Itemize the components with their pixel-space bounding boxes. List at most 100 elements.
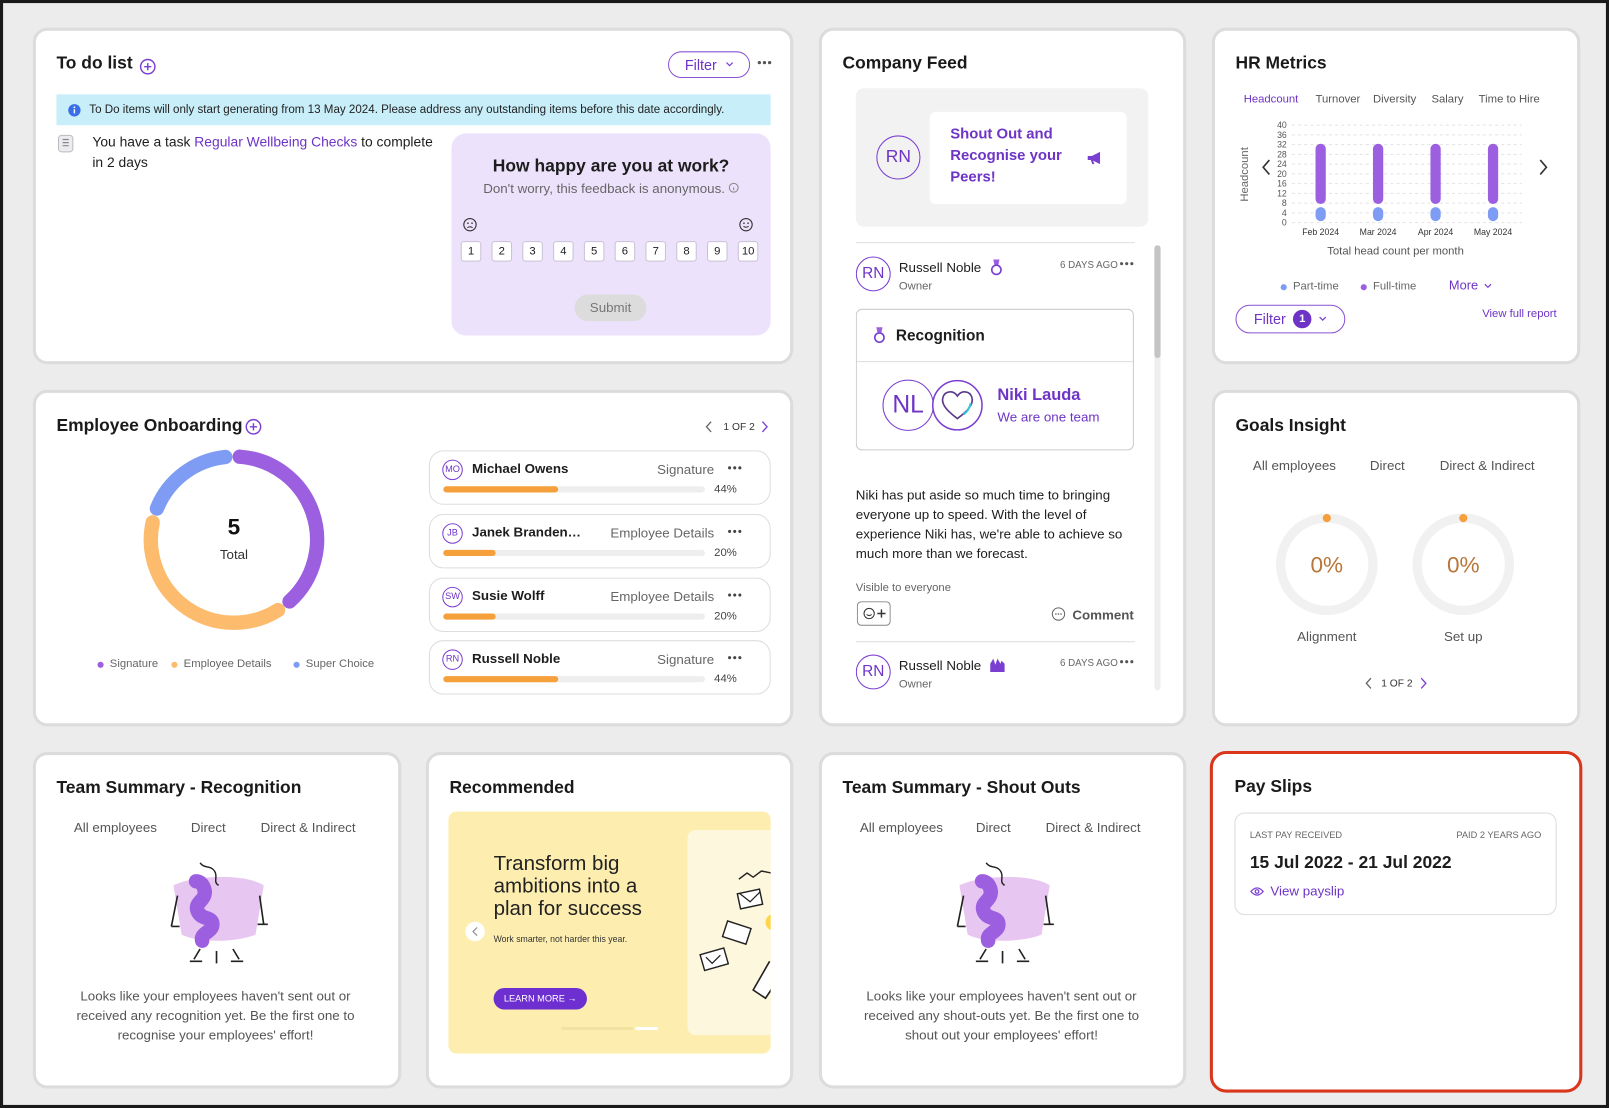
employee-row[interactable]: MO Michael Owens Signature 44% (428, 450, 771, 505)
prev-slide-part (472, 926, 478, 937)
comment-icon-part (1060, 613, 1062, 615)
donut-total-label: Total (220, 547, 248, 562)
learn-more-button[interactable]: LEARN MORE → (493, 987, 587, 1010)
tab[interactable]: Direct (190, 819, 226, 836)
avatar: RN (855, 654, 891, 690)
medal-icon (873, 327, 885, 343)
eye-icon-part (1250, 887, 1265, 896)
recognition-card: Recognition NL Niki Lauda We are one tea… (855, 308, 1134, 451)
chevron-part (1319, 316, 1327, 321)
more-menu[interactable] (1120, 659, 1134, 665)
more-menu[interactable] (756, 60, 772, 66)
card-title: Employee Onboarding (56, 415, 243, 435)
more-menu[interactable] (1120, 261, 1134, 267)
task-icon-part (57, 134, 74, 153)
view-payslip-link[interactable]: View payslip (1270, 883, 1345, 899)
next-page[interactable] (760, 421, 768, 433)
scale-option[interactable]: 4 (553, 241, 574, 262)
scale-option[interactable]: 5 (583, 241, 605, 262)
card-title: Team Summary - Recognition (56, 777, 302, 798)
scale-option[interactable]: 2 (491, 241, 513, 262)
prev-slide[interactable] (465, 921, 486, 942)
employee-row[interactable]: RN Russell Noble Signature 44% (428, 640, 771, 695)
scale-option[interactable]: 3 (522, 241, 543, 262)
filter-button[interactable]: Filter 1 (1235, 304, 1346, 334)
info-icon-part (73, 106, 76, 109)
tab[interactable]: Direct & Indirect (1045, 819, 1141, 836)
scale-option[interactable]: 1 (460, 241, 482, 262)
payslips-card: Pay Slips LAST PAY RECEIVED PAID 2 YEARS… (1209, 750, 1583, 1093)
slide-indicator (561, 1026, 658, 1031)
next-page[interactable] (1419, 677, 1427, 689)
reaction-button[interactable] (856, 601, 891, 626)
scale-option[interactable]: 9 (707, 241, 728, 262)
tab[interactable]: Time to Hire (1478, 93, 1540, 106)
tab[interactable]: Salary (1431, 93, 1464, 106)
tab[interactable]: All employees (859, 819, 943, 836)
progress-fill (443, 549, 496, 557)
add-button[interactable] (139, 57, 157, 75)
bar-segment (1487, 143, 1499, 205)
view-report-link[interactable]: View full report (1482, 307, 1557, 321)
shout-out-button[interactable]: Shout Out and Recognise your Peers! (929, 111, 1127, 205)
empty-text: Looks like your employees haven't sent o… (76, 987, 355, 1043)
legend-label: Employee Details (183, 657, 272, 670)
task-link[interactable]: Regular Wellbeing Checks (194, 134, 358, 150)
y-tick-label: 28 (1277, 149, 1287, 159)
employee-row[interactable]: SW Susie Wolff Employee Details 20% (428, 577, 771, 632)
gauge-label: Set up (1444, 629, 1483, 644)
next-arrow[interactable] (1539, 159, 1548, 175)
tab[interactable]: All employees (73, 819, 157, 836)
comment-button[interactable]: Comment (1072, 607, 1134, 623)
post-time: 6 DAYS AGO (1060, 657, 1118, 669)
card-title: To do list (56, 53, 133, 73)
more-menu[interactable] (728, 528, 742, 534)
more-menu[interactable] (728, 465, 742, 471)
post-time: 6 DAYS AGO (1060, 259, 1118, 271)
scale-option[interactable]: 10 (737, 241, 759, 262)
prev-slide-part (465, 921, 485, 942)
sad-face-part (463, 217, 477, 232)
menu-dot (733, 656, 737, 660)
more-menu[interactable] (728, 655, 742, 661)
filter-button[interactable]: Filter (668, 51, 751, 78)
add-button[interactable] (244, 418, 262, 436)
bar-segment (1372, 207, 1384, 222)
prev-page[interactable] (705, 421, 713, 433)
scrollbar[interactable] (1154, 245, 1161, 691)
tab[interactable]: Diversity (1372, 93, 1417, 106)
promo-banner[interactable]: Transform big ambitions into a plan for … (448, 811, 771, 1054)
tab[interactable]: Direct (975, 819, 1011, 836)
tab[interactable]: Direct & Indirect (260, 819, 356, 836)
y-tick-label: 0 (1282, 218, 1287, 228)
scale-option[interactable]: 7 (645, 241, 666, 262)
scale-option[interactable]: 6 (614, 241, 636, 262)
avatar: JB (442, 523, 463, 544)
legend-dot (1280, 284, 1287, 291)
avatar: RN (855, 256, 891, 292)
scale-option[interactable]: 8 (676, 241, 697, 262)
tab[interactable]: Headcount (1243, 93, 1299, 106)
more-button[interactable]: More (1449, 278, 1493, 292)
scroll-thumb[interactable] (1154, 245, 1161, 359)
employee-row[interactable]: JB Janek Branden… Employee Details 20% (428, 513, 771, 569)
divider (856, 361, 1133, 363)
sad-face-part (467, 222, 469, 224)
payslip-period: 15 Jul 2022 - 21 Jul 2022 (1249, 852, 1452, 873)
card-title: Pay Slips (1234, 776, 1313, 797)
tab[interactable]: All employees (1252, 457, 1336, 473)
more-menu[interactable] (728, 592, 742, 598)
empty-illustration-part (975, 948, 1030, 964)
chevron-part (725, 62, 733, 67)
gauge-label: Alignment (1297, 629, 1357, 644)
prev-arrow[interactable] (1262, 159, 1270, 175)
reaction-button-part (866, 614, 873, 617)
tab[interactable]: Turnover (1315, 93, 1361, 106)
submit-button[interactable]: Submit (574, 294, 647, 322)
empty-illustration (956, 862, 1054, 964)
post-message: Niki has put aside so much time to bring… (855, 487, 1123, 562)
progress-label: 44% (714, 673, 737, 686)
tab[interactable]: Direct (1369, 457, 1405, 473)
prev-page[interactable] (1365, 677, 1373, 689)
tab[interactable]: Direct & Indirect (1439, 457, 1535, 473)
